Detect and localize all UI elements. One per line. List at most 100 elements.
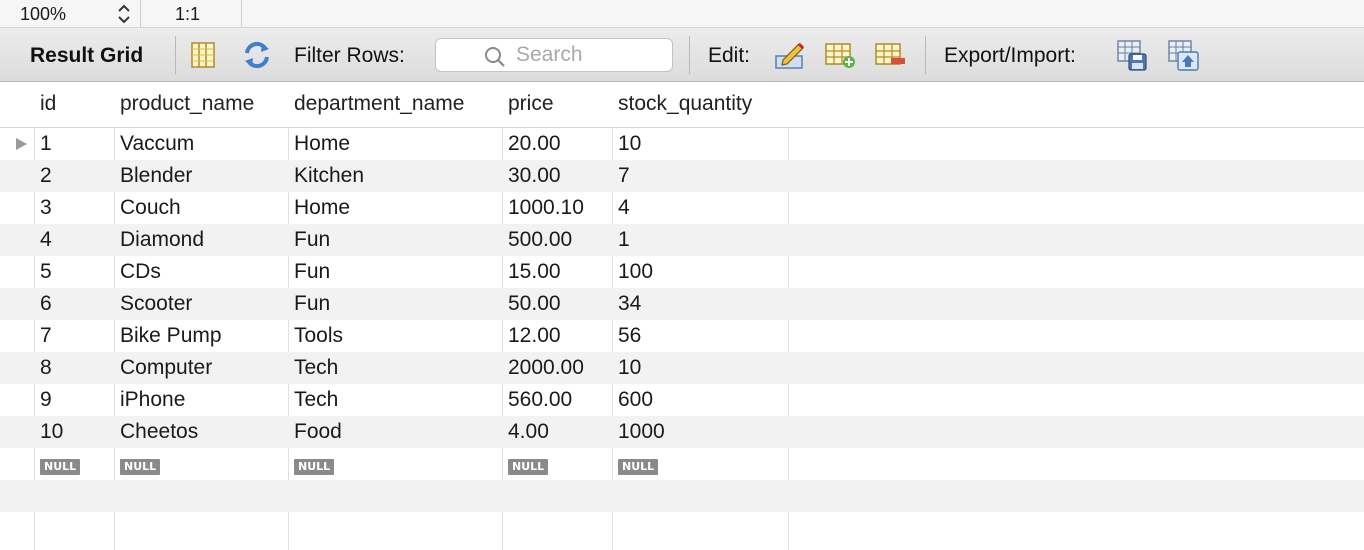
current-row-marker-icon	[16, 138, 27, 150]
cell-id[interactable]: 4	[40, 228, 52, 251]
cell-stock-quantity[interactable]: 7	[618, 164, 630, 187]
cell-product-name[interactable]: Vaccum	[120, 132, 195, 155]
cell-price[interactable]: 20.00	[508, 132, 561, 155]
search-input[interactable]	[516, 43, 666, 67]
filter-rows-search[interactable]	[435, 38, 673, 72]
cell-department-name[interactable]: NULL	[288, 448, 502, 480]
cell-product-name[interactable]: Cheetos	[120, 420, 199, 443]
empty-row	[0, 480, 1364, 512]
cell-product-name[interactable]: NULL	[114, 448, 288, 480]
null-badge: NULL	[294, 459, 335, 475]
filter-rows-label: Filter Rows:	[294, 44, 405, 67]
cell-department-name[interactable]: Food	[294, 420, 342, 443]
table-row[interactable]: 5 CDs Fun 15.00 100	[0, 256, 1364, 288]
cell-id[interactable]: 2	[40, 164, 52, 187]
cell-stock-quantity[interactable]: 34	[618, 292, 642, 315]
cell-department-name[interactable]: Fun	[294, 228, 331, 251]
export-icon[interactable]	[1115, 38, 1149, 72]
column-header-department-name[interactable]: department_name	[294, 92, 465, 115]
cell-department-name[interactable]: Tech	[294, 356, 339, 379]
cell-id[interactable]: 7	[40, 324, 52, 347]
cell-id[interactable]: 3	[40, 196, 52, 219]
cell-id[interactable]: 10	[40, 420, 64, 443]
zoom-select[interactable]: 100%	[0, 0, 141, 27]
cell-price[interactable]: 4.00	[508, 420, 549, 443]
cell-department-name[interactable]: Kitchen	[294, 164, 365, 187]
edit-cell-icon[interactable]	[773, 38, 807, 72]
cell-department-name[interactable]: Home	[294, 132, 351, 155]
cell-department-name[interactable]: Tools	[294, 324, 344, 347]
cell-product-name[interactable]: Scooter	[120, 292, 193, 315]
cell-price[interactable]: 2000.00	[508, 356, 584, 379]
cell-department-name[interactable]: Tech	[294, 388, 339, 411]
table-row[interactable]: 7 Bike Pump Tools 12.00 56	[0, 320, 1364, 352]
result-grid[interactable]: id product_name department_name price st…	[0, 82, 1364, 550]
table-row[interactable]: 8 Computer Tech 2000.00 10	[0, 352, 1364, 384]
cell-stock-quantity[interactable]: 1	[618, 228, 630, 251]
cell-id[interactable]: 9	[40, 388, 52, 411]
cell-stock-quantity[interactable]: NULL	[612, 448, 788, 480]
cell-department-name[interactable]: Home	[294, 196, 351, 219]
table-header-row: id product_name department_name price st…	[0, 82, 1364, 128]
toolbar-divider	[175, 36, 176, 74]
cell-price[interactable]: 12.00	[508, 324, 561, 347]
cell-department-name[interactable]: Fun	[294, 292, 331, 315]
cell-product-name[interactable]: Bike Pump	[120, 324, 222, 347]
table-row[interactable]: 2 Blender Kitchen 30.00 7	[0, 160, 1364, 192]
new-row[interactable]: NULL NULL NULL NULL NULL	[0, 448, 1364, 480]
toolbar-divider	[689, 36, 690, 74]
table-row[interactable]: 9 iPhone Tech 560.00 600	[0, 384, 1364, 416]
cell-product-name[interactable]: CDs	[120, 260, 161, 283]
cell-stock-quantity[interactable]: 4	[618, 196, 630, 219]
form-view-icon[interactable]	[186, 38, 220, 72]
zoom-ratio-label: 1:1	[175, 4, 201, 24]
cell-id[interactable]: 5	[40, 260, 52, 283]
column-header-price[interactable]: price	[508, 92, 554, 115]
import-icon[interactable]	[1166, 38, 1200, 72]
cell-price[interactable]: NULL	[502, 448, 612, 480]
table-row[interactable]: 6 Scooter Fun 50.00 34	[0, 288, 1364, 320]
cell-product-name[interactable]: iPhone	[120, 388, 186, 411]
result-grid-tab[interactable]: Result Grid	[30, 44, 144, 67]
toolbar-divider	[925, 36, 926, 74]
cell-stock-quantity[interactable]: 100	[618, 260, 654, 283]
refresh-icon[interactable]	[240, 38, 274, 72]
cell-price[interactable]: 1000.10	[508, 196, 584, 219]
cell-price[interactable]: 500.00	[508, 228, 573, 251]
result-toolbar: Result Grid Filter Rows: Edit:	[0, 28, 1364, 82]
cell-id[interactable]: 8	[40, 356, 52, 379]
insert-row-icon[interactable]	[823, 38, 857, 72]
null-badge: NULL	[508, 459, 549, 475]
table-row[interactable]: 1 Vaccum Home 20.00 10	[0, 128, 1364, 160]
cell-price[interactable]: 15.00	[508, 260, 561, 283]
cell-stock-quantity[interactable]: 10	[618, 356, 642, 379]
cell-price[interactable]: 30.00	[508, 164, 561, 187]
cell-product-name[interactable]: Diamond	[120, 228, 205, 251]
table-row[interactable]: 10 Cheetos Food 4.00 1000	[0, 416, 1364, 448]
cell-id[interactable]: NULL	[34, 448, 114, 480]
zoom-stepper-icon[interactable]	[116, 3, 132, 25]
zoom-ratio-button[interactable]: 1:1	[141, 0, 242, 27]
table-row[interactable]: 4 Diamond Fun 500.00 1	[0, 224, 1364, 256]
cell-id[interactable]: 6	[40, 292, 52, 315]
cell-price[interactable]: 50.00	[508, 292, 561, 315]
null-badge: NULL	[120, 459, 161, 475]
delete-row-icon[interactable]	[873, 38, 907, 72]
cell-id[interactable]: 1	[40, 132, 52, 155]
cell-price[interactable]: 560.00	[508, 388, 573, 411]
cell-product-name[interactable]: Computer	[120, 356, 213, 379]
null-badge: NULL	[618, 459, 659, 475]
status-bar: 100% 1:1	[0, 0, 1364, 28]
cell-department-name[interactable]: Fun	[294, 260, 331, 283]
column-header-id[interactable]: id	[40, 92, 57, 115]
cell-stock-quantity[interactable]: 600	[618, 388, 654, 411]
cell-stock-quantity[interactable]: 10	[618, 132, 642, 155]
column-header-stock-quantity[interactable]: stock_quantity	[618, 92, 753, 115]
column-header-product-name[interactable]: product_name	[120, 92, 255, 115]
table-row[interactable]: 3 Couch Home 1000.10 4	[0, 192, 1364, 224]
cell-product-name[interactable]: Couch	[120, 196, 181, 219]
export-import-label: Export/Import:	[944, 44, 1076, 67]
cell-product-name[interactable]: Blender	[120, 164, 193, 187]
cell-stock-quantity[interactable]: 1000	[618, 420, 665, 443]
cell-stock-quantity[interactable]: 56	[618, 324, 642, 347]
